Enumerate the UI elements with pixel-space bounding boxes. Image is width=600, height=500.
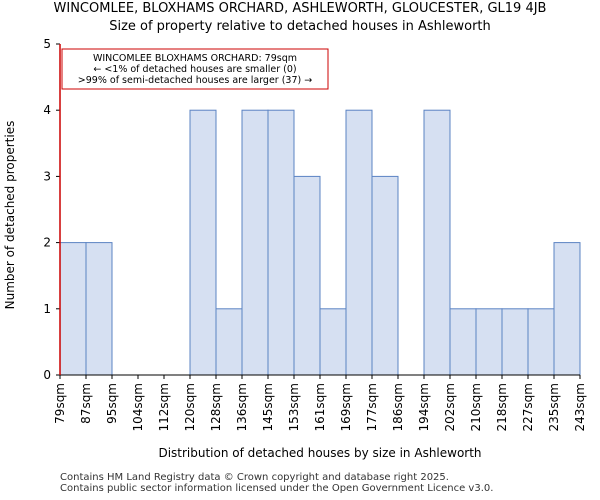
footer-copyright: Contains HM Land Registry data © Crown c… bbox=[60, 472, 449, 483]
x-ticks-group: 79sqm 87sqm 95sqm 104sqm 112sqm 120sqm 128sqm 1… bbox=[53, 375, 587, 431]
annotation-line-3: >99% of semi-detached houses are larger … bbox=[78, 75, 312, 86]
x-tick-label: 145sqm bbox=[261, 383, 275, 431]
bar-145sqm bbox=[267, 109, 295, 376]
x-tick-label: 87sqm bbox=[79, 383, 93, 424]
x-tick-label: 79sqm bbox=[53, 383, 67, 424]
bar-177sqm bbox=[371, 175, 399, 376]
x-tick-label: 95sqm bbox=[105, 383, 119, 424]
bar-79sqm bbox=[59, 242, 87, 376]
x-tick-label: 136sqm bbox=[235, 383, 249, 431]
x-tick-label: 128sqm bbox=[209, 383, 223, 431]
x-tick-label: 218sqm bbox=[495, 383, 509, 431]
x-tick-label: 210sqm bbox=[469, 383, 483, 431]
chart-subtitle: Size of property relative to detached ho… bbox=[109, 19, 491, 34]
bar-120sqm bbox=[189, 109, 217, 376]
footer-licence: Contains public sector information licen… bbox=[60, 483, 494, 494]
annotation-line-1: WINCOMLEE BLOXHAMS ORCHARD: 79sqm bbox=[93, 53, 297, 64]
bar-87sqm bbox=[85, 242, 113, 376]
bar-218sqm bbox=[501, 308, 529, 376]
x-tick-label: 169sqm bbox=[339, 383, 353, 431]
chart-title: WINCOMLEE, BLOXHAMS ORCHARD, ASHLEWORTH,… bbox=[53, 1, 547, 16]
bar-235sqm bbox=[553, 242, 581, 376]
x-tick-label: 112sqm bbox=[157, 383, 171, 431]
y-tick-label: 2 bbox=[43, 236, 51, 250]
x-tick-label: 243sqm bbox=[573, 383, 587, 431]
bars-group bbox=[59, 109, 581, 376]
x-tick-label: 177sqm bbox=[365, 383, 379, 431]
bar-169sqm bbox=[345, 109, 373, 376]
y-tick-label: 1 bbox=[43, 302, 51, 316]
bar-153sqm bbox=[293, 175, 321, 376]
x-tick-label: 153sqm bbox=[287, 383, 301, 431]
y-tick-label: 0 bbox=[43, 368, 51, 382]
bar-136sqm bbox=[241, 109, 269, 376]
y-tick-label: 5 bbox=[43, 37, 51, 51]
y-tick-label: 3 bbox=[43, 169, 51, 183]
bar-210sqm bbox=[475, 308, 503, 376]
x-tick-label: 227sqm bbox=[521, 383, 535, 431]
y-ticks-group: 0 1 2 3 4 5 bbox=[43, 37, 60, 382]
x-axis-label: Distribution of detached houses by size … bbox=[158, 446, 481, 460]
y-tick-label: 4 bbox=[43, 103, 51, 117]
x-tick-label: 194sqm bbox=[417, 383, 431, 431]
bar-128sqm bbox=[215, 308, 243, 376]
x-tick-label: 235sqm bbox=[547, 383, 561, 431]
bar-161sqm bbox=[319, 308, 347, 376]
x-tick-label: 202sqm bbox=[443, 383, 457, 431]
annotation-line-2: ← <1% of detached houses are smaller (0) bbox=[93, 64, 296, 75]
x-tick-label: 186sqm bbox=[391, 383, 405, 431]
bar-194sqm bbox=[423, 109, 451, 376]
x-tick-label: 120sqm bbox=[183, 383, 197, 431]
x-tick-label: 104sqm bbox=[131, 383, 145, 431]
y-axis-label: Number of detached properties bbox=[3, 121, 17, 310]
bar-227sqm bbox=[527, 308, 555, 376]
annotation-box: WINCOMLEE BLOXHAMS ORCHARD: 79sqm ← <1% … bbox=[61, 48, 329, 90]
bar-202sqm bbox=[449, 308, 477, 376]
x-tick-label: 161sqm bbox=[313, 383, 327, 431]
